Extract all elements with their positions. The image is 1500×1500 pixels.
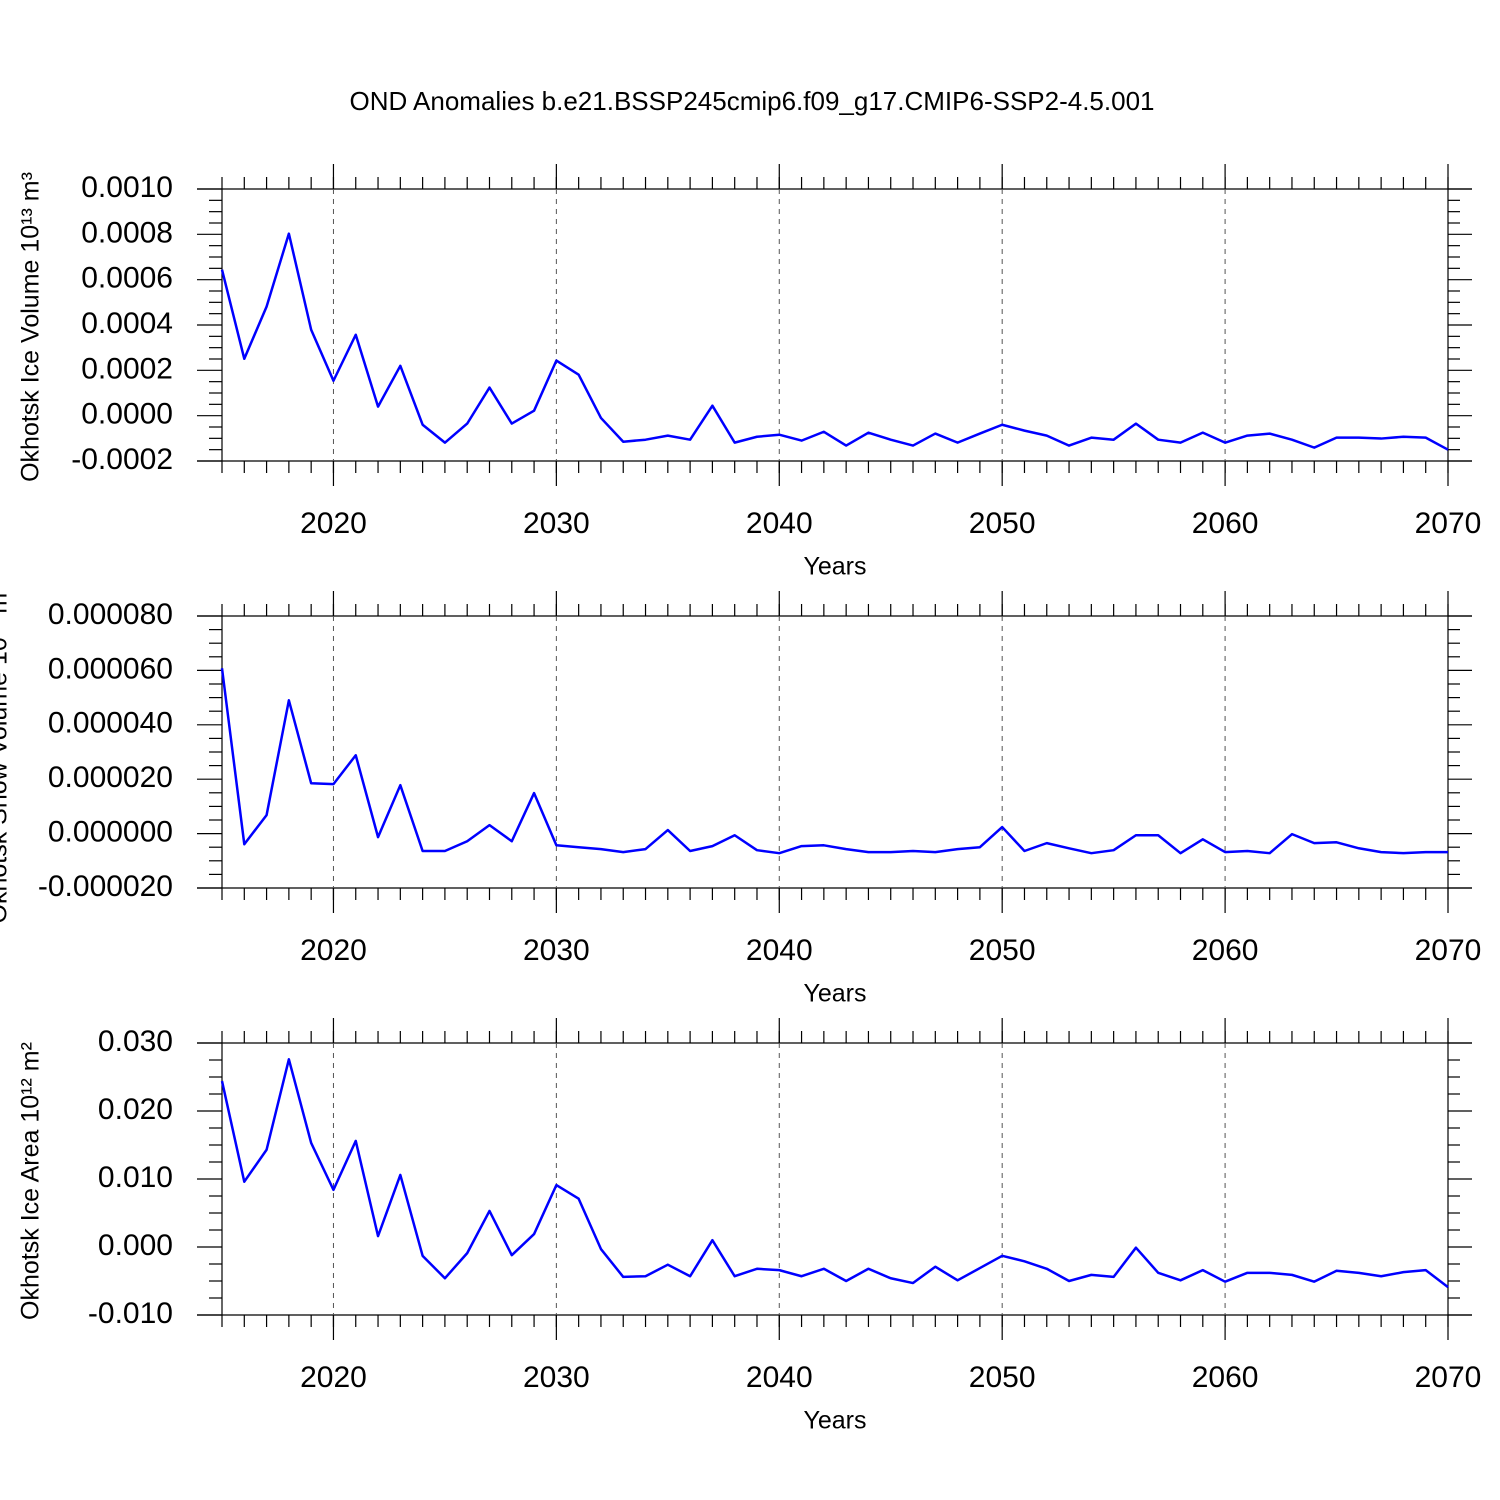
y-tick-label: 0.0010	[81, 171, 173, 204]
x-axis-label: Years	[803, 1407, 866, 1435]
data-line	[220, 232, 1449, 451]
y-tick-label: 0.0008	[81, 216, 173, 249]
y-tick-label: 0.000080	[48, 598, 173, 631]
x-tick-label: 2030	[523, 934, 590, 967]
y-tick-label: -0.0002	[71, 443, 173, 476]
y-axis-label: Okhotsk Ice Volume 10¹³ m³	[17, 172, 45, 482]
chart-title: OND Anomalies b.e21.BSSP245cmip6.f09_g17…	[349, 86, 1154, 116]
y-tick-label: -0.000020	[38, 870, 173, 903]
y-tick-label: 0.0006	[81, 262, 173, 295]
y-tick-label: 0.000060	[48, 652, 173, 685]
y-tick-label: 0.0000	[81, 398, 173, 431]
y-axis-label: Okhotsk Snow Volume 10¹³ m³	[0, 584, 13, 923]
y-tick-label: 0.000040	[48, 707, 173, 740]
y-tick-label: 0.030	[98, 1025, 173, 1058]
x-tick-label: 2070	[1415, 934, 1482, 967]
y-tick-label: 0.010	[98, 1161, 173, 1194]
y-axis-label: Okhotsk Ice Area 10¹² m²	[17, 1042, 45, 1320]
x-tick-label: 2030	[523, 1361, 590, 1394]
x-tick-label: 2060	[1192, 1361, 1259, 1394]
y-tick-label: 0.000000	[48, 816, 173, 849]
x-tick-label: 2040	[746, 934, 813, 967]
x-tick-label: 2070	[1415, 507, 1482, 540]
x-tick-label: 2050	[969, 507, 1036, 540]
x-tick-label: 2040	[746, 1361, 813, 1394]
data-line	[220, 1058, 1449, 1289]
y-tick-label: 0.000020	[48, 761, 173, 794]
y-tick-label: 0.020	[98, 1093, 173, 1126]
x-axis-label: Years	[803, 553, 866, 581]
x-tick-label: 2040	[746, 507, 813, 540]
x-tick-label: 2070	[1415, 1361, 1482, 1394]
x-tick-label: 2030	[523, 507, 590, 540]
y-tick-label: 0.000	[98, 1229, 173, 1262]
x-tick-label: 2020	[300, 1361, 367, 1394]
y-tick-label: -0.010	[88, 1297, 173, 1330]
x-tick-label: 2020	[300, 507, 367, 540]
x-tick-label: 2020	[300, 934, 367, 967]
x-tick-label: 2050	[969, 1361, 1036, 1394]
x-axis-label: Years	[803, 980, 866, 1008]
data-line	[220, 668, 1448, 855]
x-tick-label: 2050	[969, 934, 1036, 967]
y-tick-label: 0.0004	[81, 307, 173, 340]
y-tick-label: 0.0002	[81, 352, 173, 385]
x-tick-label: 2060	[1192, 507, 1259, 540]
x-tick-label: 2060	[1192, 934, 1259, 967]
